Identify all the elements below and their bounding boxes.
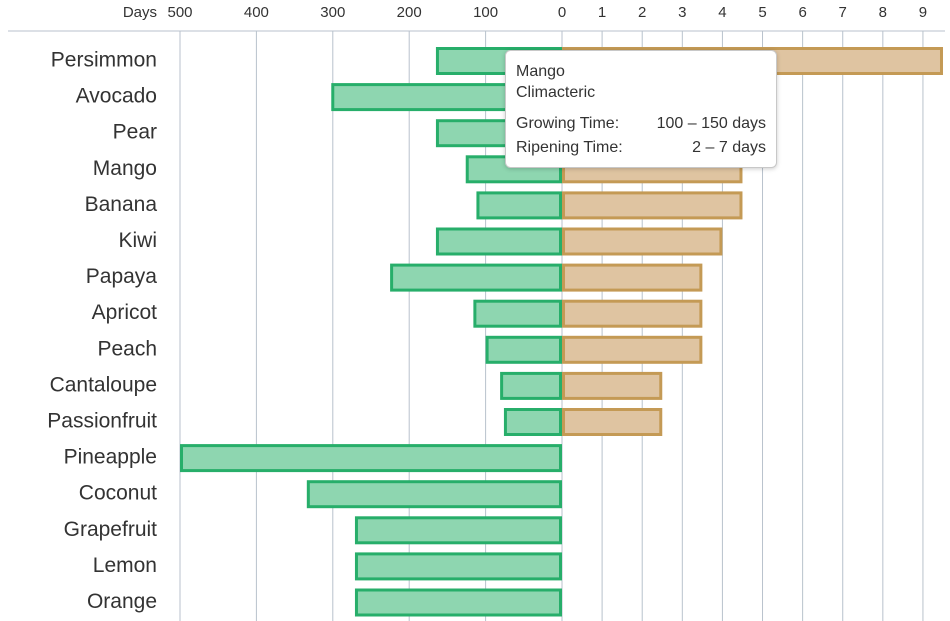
x-tick-label: 500 <box>167 4 192 21</box>
bar <box>562 299 703 328</box>
tooltip-box <box>505 50 777 168</box>
bar <box>306 480 562 509</box>
category-label: Persimmon <box>51 49 157 72</box>
x-tick-label: 300 <box>320 4 345 21</box>
category-label: Pear <box>113 121 157 144</box>
bar <box>562 227 723 256</box>
bar <box>476 191 563 220</box>
tooltip-title: Mango <box>516 63 565 80</box>
category-label: Coconut <box>79 482 157 505</box>
tooltip-subtitle: Climacteric <box>516 84 595 101</box>
x2-tick-label: 6 <box>798 4 806 21</box>
x-tick-label: 400 <box>244 4 269 21</box>
axis-label: Days <box>123 4 157 21</box>
category-label: Avocado <box>76 85 157 108</box>
category-label: Apricot <box>92 301 158 324</box>
x-tick-label: 200 <box>397 4 422 21</box>
category-label: Orange <box>87 590 157 613</box>
bar <box>390 263 562 292</box>
category-label: Passionfruit <box>47 410 157 433</box>
bar <box>435 227 562 256</box>
x2-tick-label: 2 <box>638 4 646 21</box>
bar <box>503 408 563 436</box>
x-tick-label: 100 <box>473 4 498 21</box>
x2-tick-label: 3 <box>678 4 686 21</box>
tooltip-value: 100 – 150 days <box>657 115 766 132</box>
bar <box>562 371 663 400</box>
category-label: Grapefruit <box>64 518 158 541</box>
x2-tick-label: 1 <box>598 4 606 21</box>
bar <box>562 263 703 292</box>
tooltip-value: 2 – 7 days <box>692 139 766 156</box>
category-label: Kiwi <box>118 229 157 252</box>
bar <box>562 408 663 436</box>
bar <box>500 371 562 400</box>
x2-tick-label: 5 <box>758 4 766 21</box>
tooltip-label: Growing Time: <box>516 115 619 132</box>
bar <box>562 191 743 220</box>
x2-tick-label: 8 <box>879 4 887 21</box>
bar <box>354 516 562 545</box>
category-label: Papaya <box>86 265 158 288</box>
bar <box>485 335 563 364</box>
category-label: Banana <box>85 193 158 216</box>
x2-tick-label: 9 <box>919 4 927 21</box>
category-label: Mango <box>93 157 157 180</box>
bar <box>354 552 562 581</box>
bar <box>562 335 703 364</box>
category-label: Pineapple <box>64 446 157 469</box>
x-tick-label: 0 <box>558 4 566 21</box>
category-label: Peach <box>97 337 157 360</box>
bar <box>473 299 563 328</box>
category-label: Cantaloupe <box>50 373 157 396</box>
bar <box>354 588 562 617</box>
x2-tick-label: 7 <box>839 4 847 21</box>
bar <box>180 444 562 473</box>
tooltip-label: Ripening Time: <box>516 139 623 156</box>
x2-tick-label: 4 <box>718 4 726 21</box>
category-label: Lemon <box>93 554 157 577</box>
